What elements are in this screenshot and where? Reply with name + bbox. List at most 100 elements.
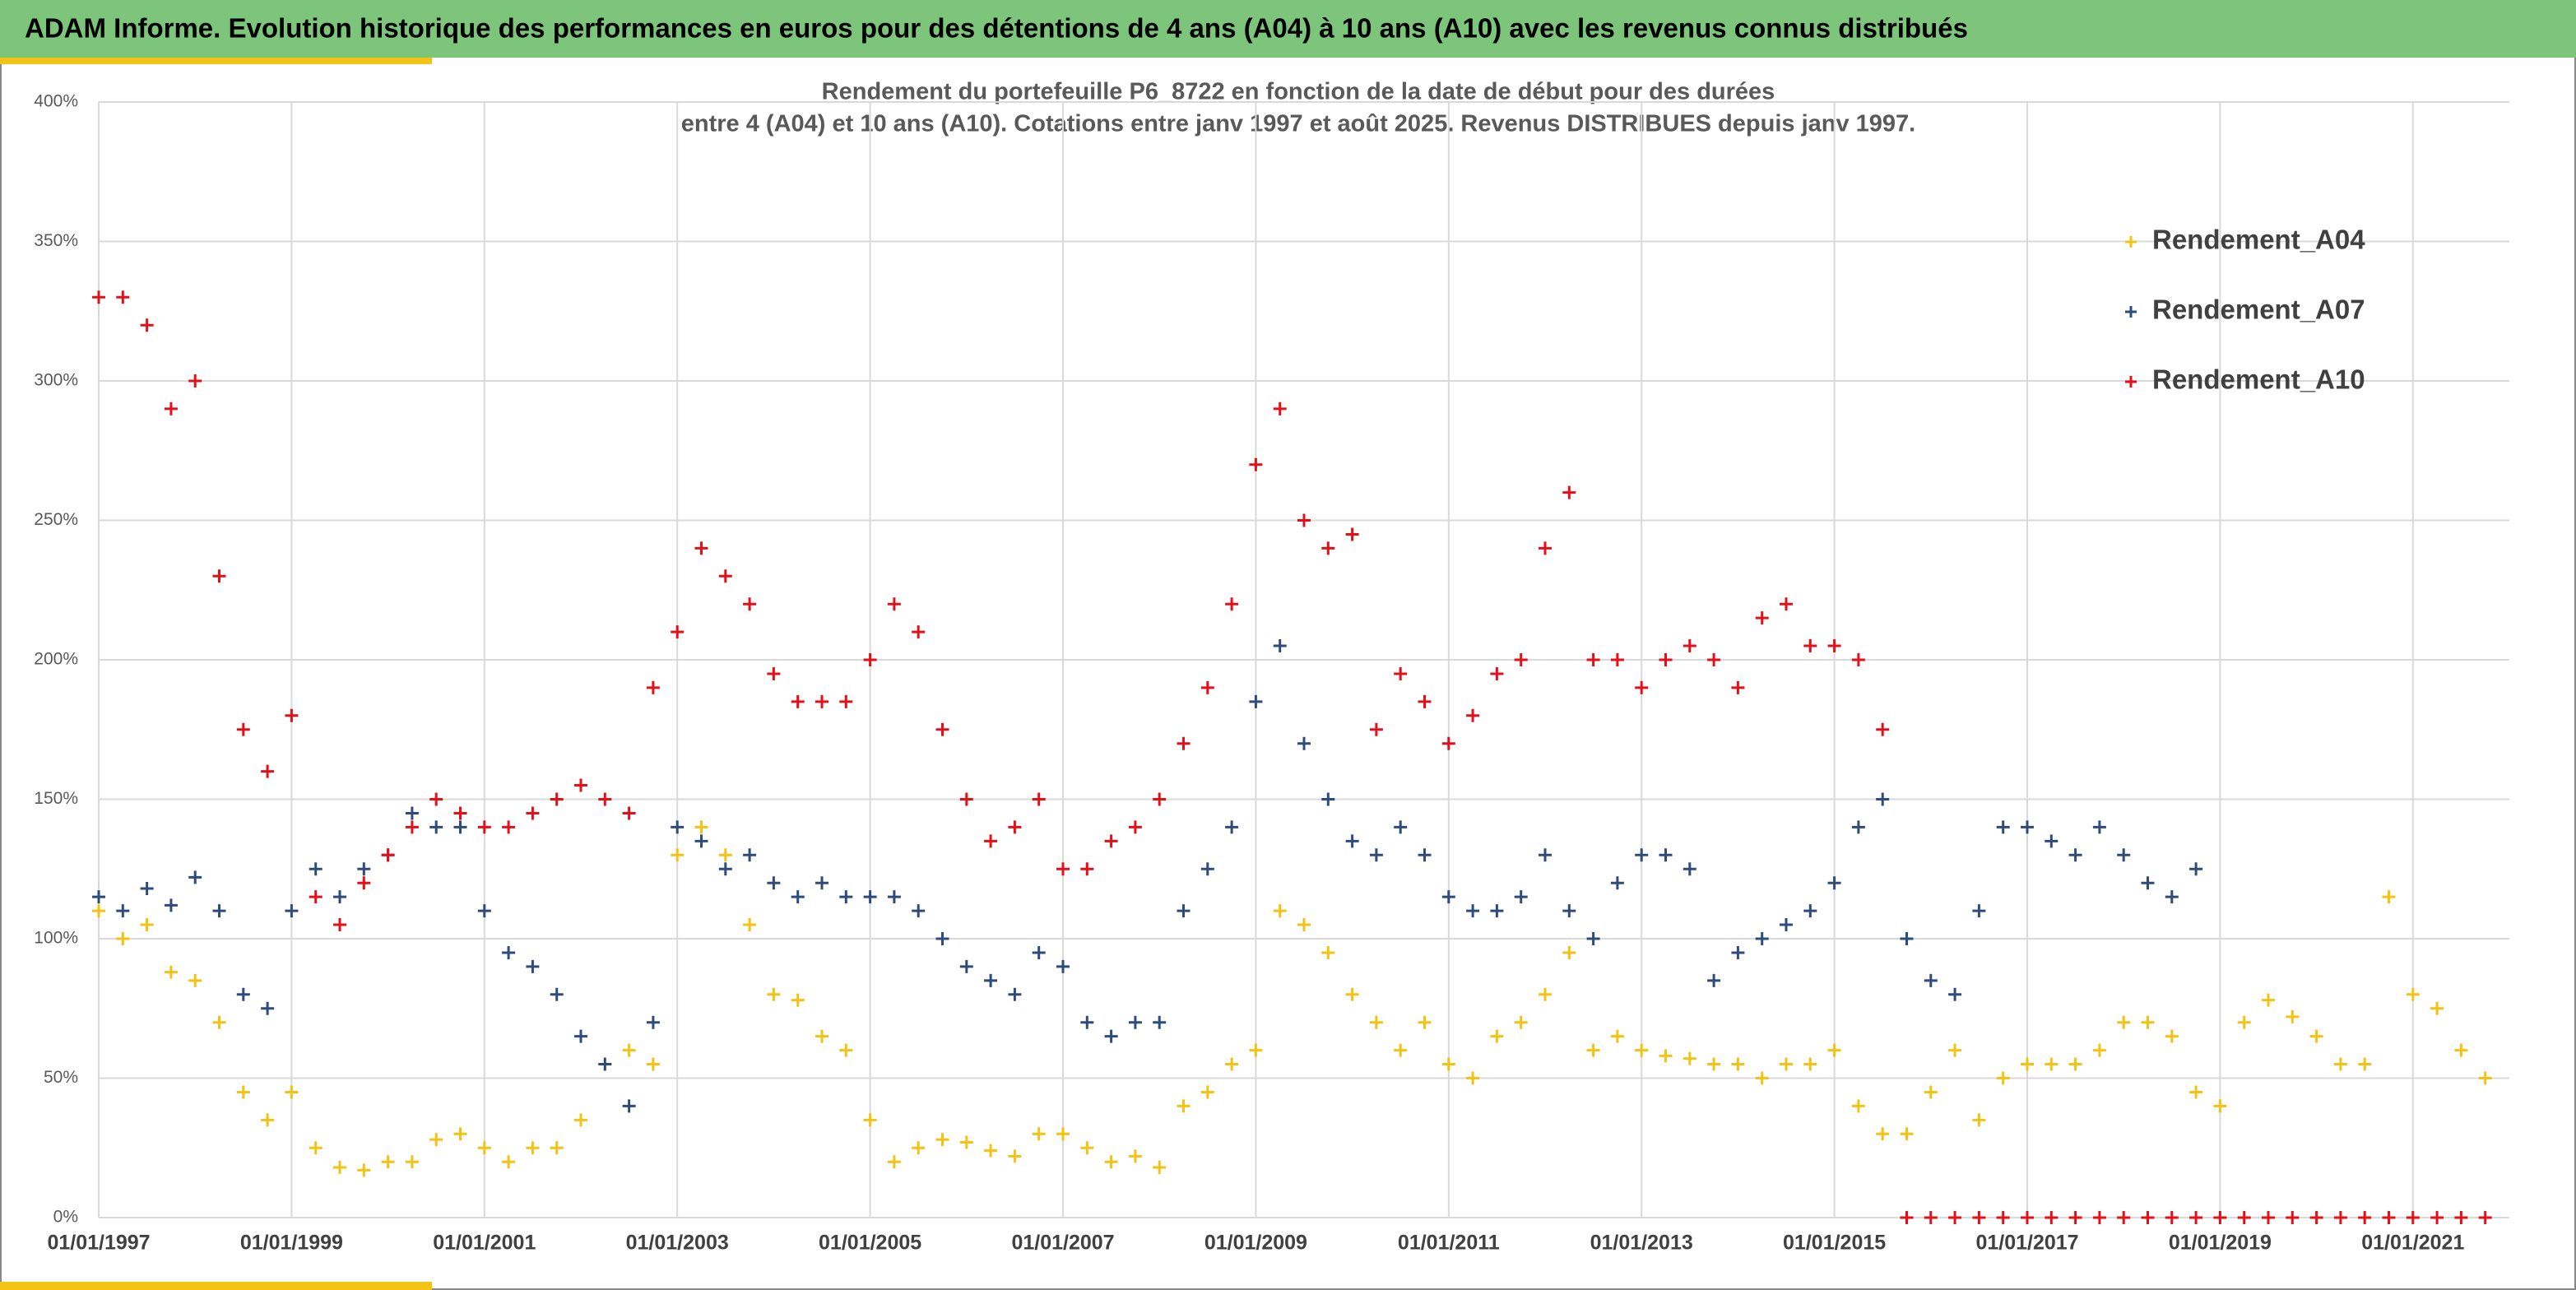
marker <box>767 666 781 680</box>
marker <box>1345 527 1359 541</box>
marker <box>140 318 154 332</box>
marker <box>1972 1113 1986 1127</box>
marker <box>1177 1099 1191 1113</box>
marker <box>405 820 419 834</box>
marker <box>574 778 587 792</box>
marker <box>357 862 371 876</box>
marker <box>309 862 323 876</box>
y-tick-label: 200% <box>34 650 78 669</box>
marker <box>1924 973 1938 987</box>
marker <box>1394 820 1408 834</box>
marker <box>815 876 828 890</box>
marker <box>1635 848 1649 862</box>
marker <box>2092 1043 2106 1057</box>
marker <box>1780 1057 1793 1071</box>
marker <box>1225 597 1239 611</box>
marker <box>984 973 998 987</box>
marker <box>839 1043 853 1057</box>
marker <box>453 806 467 820</box>
marker <box>502 945 516 959</box>
marker <box>574 1113 587 1127</box>
marker <box>212 569 226 583</box>
marker <box>453 820 467 834</box>
marker <box>1562 904 1576 918</box>
marker <box>2117 1211 2131 1224</box>
marker <box>2286 1211 2300 1224</box>
marker <box>1851 1099 1865 1113</box>
marker <box>1249 1043 1263 1057</box>
marker <box>2117 1015 2131 1029</box>
marker <box>188 973 202 987</box>
marker <box>767 987 781 1001</box>
marker <box>1876 792 1890 806</box>
marker <box>1803 904 1817 918</box>
marker <box>718 569 732 583</box>
legend-label: Rendement_A10 <box>2152 364 2365 395</box>
marker <box>718 862 732 876</box>
marker <box>912 1141 926 1155</box>
marker <box>1080 1141 1094 1155</box>
marker <box>1948 1043 1962 1057</box>
x-tick-label: 01/01/2005 <box>819 1232 921 1255</box>
marker <box>1876 722 1890 736</box>
marker <box>1851 653 1865 666</box>
marker <box>1948 1211 1962 1224</box>
marker <box>2068 848 2082 862</box>
marker <box>526 806 540 820</box>
marker <box>236 722 250 736</box>
marker <box>1972 1211 1986 1224</box>
marker <box>1707 653 1721 666</box>
banner-title: ADAM Informe. Evolution historique des p… <box>25 13 1968 44</box>
marker <box>2333 1211 2347 1224</box>
marker <box>2092 820 2106 834</box>
marker <box>1441 1057 1455 1071</box>
marker <box>1610 1029 1624 1043</box>
marker <box>1345 834 1359 848</box>
marker <box>164 898 178 912</box>
marker <box>1225 1057 1239 1071</box>
marker <box>405 1155 419 1169</box>
marker <box>718 848 732 862</box>
marker <box>2141 876 2155 890</box>
marker <box>2237 1211 2251 1224</box>
x-tick-label: 01/01/2013 <box>1590 1232 1693 1255</box>
marker <box>694 834 708 848</box>
marker <box>1369 1015 1383 1029</box>
marker <box>1707 1057 1721 1071</box>
marker <box>333 1160 346 1174</box>
marker <box>1128 1149 1142 1163</box>
banner <box>0 0 2576 58</box>
marker <box>1755 1071 1769 1085</box>
marker <box>261 1113 275 1127</box>
x-tick-label: 01/01/2001 <box>433 1232 536 1255</box>
marker <box>1586 932 1600 945</box>
marker <box>1032 792 1046 806</box>
marker <box>1827 876 1841 890</box>
marker <box>598 1057 612 1071</box>
marker <box>1056 959 1070 973</box>
y-tick-label: 150% <box>34 789 78 808</box>
marker <box>1153 1015 1167 1029</box>
marker <box>1394 1043 1408 1057</box>
marker <box>2430 1001 2444 1015</box>
marker <box>1900 932 1914 945</box>
marker <box>1610 653 1624 666</box>
y-tick-label: 400% <box>34 92 78 111</box>
marker <box>2165 890 2179 904</box>
marker <box>959 959 973 973</box>
marker <box>863 653 877 666</box>
marker <box>333 890 346 904</box>
x-tick-label: 01/01/2011 <box>1398 1232 1500 1255</box>
marker <box>1490 1029 1504 1043</box>
x-tick-label: 01/01/2021 <box>2361 1232 2464 1255</box>
marker <box>791 890 805 904</box>
marker <box>2309 1029 2323 1043</box>
legend-label: Rendement_A04 <box>2152 225 2365 255</box>
marker <box>1539 541 1552 555</box>
marker <box>1659 653 1673 666</box>
marker <box>333 918 346 932</box>
y-tick-label: 300% <box>34 371 78 390</box>
marker <box>1297 736 1311 750</box>
marker <box>574 1029 587 1043</box>
marker <box>646 680 660 694</box>
